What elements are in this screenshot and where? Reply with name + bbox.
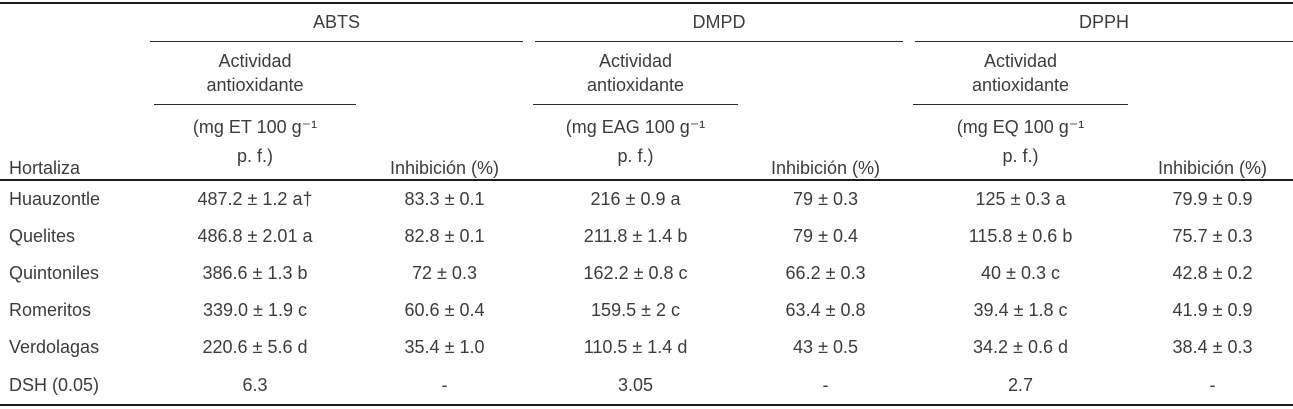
unit-line1: (mg EAG 100 g⁻¹	[565, 117, 706, 137]
table-row: Quelites 486.8 ± 2.01 a 82.8 ± 0.1 211.8…	[0, 218, 1293, 255]
value-cell: -	[441, 374, 448, 395]
row-label: Huauzontle	[9, 189, 101, 209]
value-cell: 115.8 ± 0.6 b	[968, 226, 1073, 246]
value-cell: 66.2 ± 0.3	[785, 263, 866, 283]
value-cell: 34.2 ± 0.6 d	[973, 337, 1068, 357]
row-label: Verdolagas	[9, 337, 100, 357]
activity-label-line1: Actividad	[218, 51, 292, 71]
group-label: ABTS	[150, 4, 524, 42]
value-cell: 487.2 ± 1.2 a†	[197, 189, 313, 209]
activity-label-line2: antioxidante	[971, 75, 1070, 95]
table-row: Verdolagas 220.6 ± 5.6 d 35.4 ± 1.0 110.…	[0, 329, 1293, 366]
value-cell: 6.3	[242, 374, 268, 395]
activity-header-dpph: Actividad antioxidante	[909, 42, 1132, 105]
value-cell: 220.6 ± 5.6 d	[202, 337, 308, 357]
value-cell: 83.3 ± 0.1	[404, 189, 485, 209]
row-label: Quintoniles	[9, 263, 100, 283]
value-cell: 79 ± 0.3	[793, 189, 858, 209]
value-cell: 41.9 ± 0.9	[1172, 300, 1253, 320]
unit-line2: p. f.)	[236, 146, 273, 166]
row-label: Romeritos	[9, 300, 92, 320]
group-label: DMPD	[535, 4, 904, 42]
value-cell: 40 ± 0.3 c	[981, 263, 1060, 283]
value-cell: 3.05	[617, 374, 654, 395]
table-header: Hortaliza ABTS DMPD DPPH Actividad antio…	[0, 3, 1293, 180]
value-cell: 82.8 ± 0.1	[404, 226, 485, 246]
activity-header-abts: Actividad antioxidante	[150, 42, 360, 105]
value-cell: 72 ± 0.3	[412, 263, 477, 283]
activity-header-dmpd: Actividad antioxidante	[529, 42, 742, 105]
value-cell: 43 ± 0.5	[793, 337, 858, 357]
inhibition-header-dpph: Inhibición (%)	[1158, 158, 1268, 178]
value-cell: 110.5 ± 1.4 d	[583, 337, 688, 357]
unit-line1: (mg ET 100 g⁻¹	[192, 117, 318, 137]
activity-label-line1: Actividad	[598, 51, 673, 71]
unit-header-dmpd: (mg EAG 100 g⁻¹ p. f.)	[529, 105, 742, 180]
group-label: DPPH	[915, 4, 1293, 42]
value-cell: 38.4 ± 0.3	[1172, 337, 1253, 357]
group-header-dmpd: DMPD	[529, 3, 909, 42]
value-cell: 79 ± 0.4	[793, 226, 858, 246]
value-cell: 63.4 ± 0.8	[785, 300, 866, 320]
inhibition-header-abts: Inhibición (%)	[389, 158, 500, 178]
table-body: Huauzontle 487.2 ± 1.2 a† 83.3 ± 0.1 216…	[0, 180, 1293, 405]
value-cell: 159.5 ± 2 c	[591, 300, 680, 320]
inhibition-header-dmpd: Inhibición (%)	[770, 158, 881, 178]
table-row-dsh: DSH (0.05) 6.3 - 3.05 - 2.7 -	[0, 366, 1293, 405]
unit-line1: (mg EQ 100 g⁻¹	[956, 117, 1085, 137]
value-cell: 386.6 ± 1.3 b	[202, 263, 308, 283]
value-cell: 211.8 ± 1.4 b	[583, 226, 688, 246]
activity-label-line2: antioxidante	[206, 75, 304, 95]
group-header-abts: ABTS	[150, 3, 529, 42]
value-cell: 162.2 ± 0.8 c	[583, 263, 688, 283]
table-row: Huauzontle 487.2 ± 1.2 a† 83.3 ± 0.1 216…	[0, 180, 1293, 218]
unit-header-dpph: (mg EQ 100 g⁻¹ p. f.)	[909, 105, 1132, 180]
activity-label-line1: Actividad	[983, 51, 1058, 71]
value-cell: 486.8 ± 2.01 a	[197, 226, 313, 246]
value-cell: -	[1209, 374, 1216, 395]
row-label: DSH (0.05)	[9, 374, 100, 395]
value-cell: 216 ± 0.9 a	[590, 189, 681, 209]
row-label: Quelites	[9, 226, 76, 246]
column-header-hortaliza: Hortaliza	[9, 158, 81, 178]
value-cell: 79.9 ± 0.9	[1172, 189, 1253, 209]
value-cell: 75.7 ± 0.3	[1172, 226, 1253, 246]
unit-header-abts: (mg ET 100 g⁻¹ p. f.)	[150, 105, 360, 180]
value-cell: -	[822, 374, 829, 395]
value-cell: 2.7	[1008, 374, 1034, 395]
value-cell: 60.6 ± 0.4	[404, 300, 485, 320]
value-cell: 39.4 ± 1.8 c	[973, 300, 1068, 320]
activity-label-line2: antioxidante	[586, 75, 685, 95]
value-cell: 125 ± 0.3 a	[975, 189, 1066, 209]
unit-line2: p. f.)	[617, 146, 654, 166]
value-cell: 339.0 ± 1.9 c	[203, 300, 307, 320]
table-row: Quintoniles 386.6 ± 1.3 b 72 ± 0.3 162.2…	[0, 255, 1293, 292]
table-row: Romeritos 339.0 ± 1.9 c 60.6 ± 0.4 159.5…	[0, 292, 1293, 329]
group-header-dpph: DPPH	[909, 3, 1293, 42]
value-cell: 35.4 ± 1.0	[404, 337, 485, 357]
value-cell: 42.8 ± 0.2	[1172, 263, 1253, 283]
unit-line2: p. f.)	[1002, 146, 1039, 166]
